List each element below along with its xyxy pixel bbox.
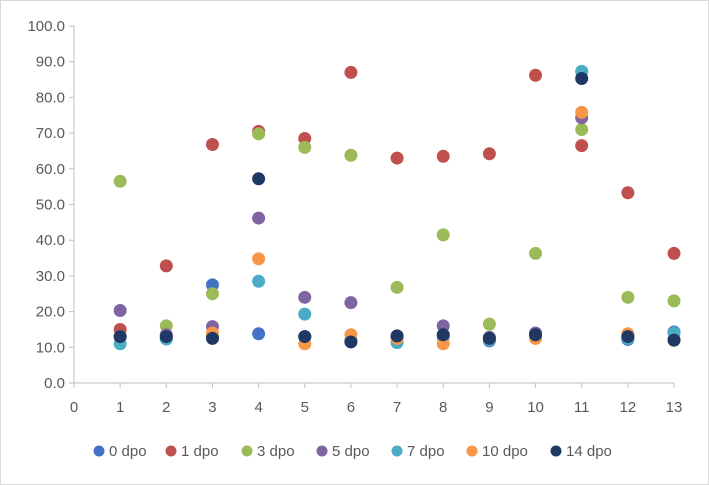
data-point-3-dpo <box>436 228 450 242</box>
data-point-3-dpo <box>344 148 358 162</box>
data-point-14-dpo <box>205 331 219 345</box>
x-tick-label: 2 <box>162 399 170 416</box>
data-point-14-dpo <box>390 329 404 343</box>
data-point-14-dpo <box>298 330 312 344</box>
data-point-14-dpo <box>667 333 681 347</box>
data-point-3-dpo <box>667 294 681 308</box>
legend-label: 1 dpo <box>181 443 219 460</box>
y-tick-label: 10.0 <box>36 339 65 356</box>
data-point-1-dpo <box>621 186 635 200</box>
y-tick-label: 60.0 <box>36 161 65 178</box>
data-point-0-dpo <box>252 327 266 341</box>
data-point-14-dpo <box>159 330 173 344</box>
data-point-1-dpo <box>436 149 450 163</box>
y-tick-label: 90.0 <box>36 54 65 71</box>
y-tick-label: 30.0 <box>36 268 65 285</box>
data-point-1-dpo <box>159 259 173 273</box>
data-point-3-dpo <box>482 317 496 331</box>
data-point-3-dpo <box>113 174 127 188</box>
x-tick-label: 9 <box>485 399 493 416</box>
x-tick-label: 1 <box>116 399 124 416</box>
data-point-1-dpo <box>344 65 358 79</box>
x-tick-label: 3 <box>208 399 216 416</box>
data-point-14-dpo <box>113 330 127 344</box>
data-point-14-dpo <box>529 328 543 342</box>
legend-label: 7 dpo <box>407 443 445 460</box>
data-point-3-dpo <box>621 290 635 304</box>
legend-label: 14 dpo <box>566 443 612 460</box>
data-point-3-dpo <box>205 287 219 301</box>
data-point-3-dpo <box>390 280 404 294</box>
x-tick-label: 8 <box>439 399 447 416</box>
x-tick-label: 11 <box>574 399 590 416</box>
legend-label: 10 dpo <box>482 443 528 460</box>
legend-marker-3-dpo <box>241 445 253 457</box>
legend-marker-0-dpo <box>93 445 105 457</box>
data-point-3-dpo <box>159 319 173 333</box>
x-tick-label: 4 <box>254 399 262 416</box>
data-point-14-dpo <box>344 335 358 349</box>
data-point-1-dpo <box>529 68 543 82</box>
data-point-3-dpo <box>575 123 589 137</box>
y-tick-label: 20.0 <box>36 304 65 321</box>
data-point-14-dpo <box>482 331 496 345</box>
data-point-5-dpo <box>344 296 358 310</box>
y-tick-label: 80.0 <box>36 89 65 106</box>
y-tick-label: 50.0 <box>36 197 65 214</box>
data-point-1-dpo <box>575 139 589 153</box>
data-point-1-dpo <box>205 138 219 152</box>
x-tick-label: 10 <box>527 399 544 416</box>
legend-marker-5-dpo <box>316 445 328 457</box>
data-point-1-dpo <box>298 131 312 145</box>
data-point-3-dpo <box>252 127 266 141</box>
legend-marker-10-dpo <box>466 445 478 457</box>
legend-marker-7-dpo <box>391 445 403 457</box>
y-tick-label: 100.0 <box>27 18 65 35</box>
legend-label: 0 dpo <box>109 443 147 460</box>
legend-label: 5 dpo <box>332 443 370 460</box>
data-point-5-dpo <box>252 211 266 225</box>
x-tick-label: 6 <box>347 399 355 416</box>
x-tick-label: 0 <box>70 399 78 416</box>
data-point-14-dpo <box>252 172 266 186</box>
data-point-14-dpo <box>575 71 589 85</box>
data-point-10-dpo <box>575 105 589 119</box>
y-tick-label: 70.0 <box>36 125 65 142</box>
data-point-7-dpo <box>252 274 266 288</box>
data-point-10-dpo <box>436 337 450 351</box>
data-point-1-dpo <box>390 151 404 165</box>
y-tick-label: 0.0 <box>44 375 65 392</box>
x-tick-label: 12 <box>620 399 637 416</box>
x-tick-label: 13 <box>666 399 683 416</box>
data-point-3-dpo <box>529 246 543 260</box>
data-point-3-dpo <box>298 140 312 154</box>
data-point-5-dpo <box>298 290 312 304</box>
data-point-10-dpo <box>252 252 266 266</box>
data-point-1-dpo <box>482 147 496 161</box>
data-point-7-dpo <box>298 307 312 321</box>
data-point-14-dpo <box>436 328 450 342</box>
y-tick-label: 40.0 <box>36 232 65 249</box>
data-point-14-dpo <box>621 330 635 344</box>
data-point-5-dpo <box>436 319 450 333</box>
x-tick-label: 5 <box>301 399 309 416</box>
legend-label: 3 dpo <box>257 443 295 460</box>
legend-marker-14-dpo <box>550 445 562 457</box>
data-point-1-dpo <box>667 246 681 260</box>
legend-marker-1-dpo <box>165 445 177 457</box>
data-point-0-dpo <box>205 278 219 292</box>
data-point-5-dpo <box>113 304 127 318</box>
x-tick-label: 7 <box>393 399 401 416</box>
